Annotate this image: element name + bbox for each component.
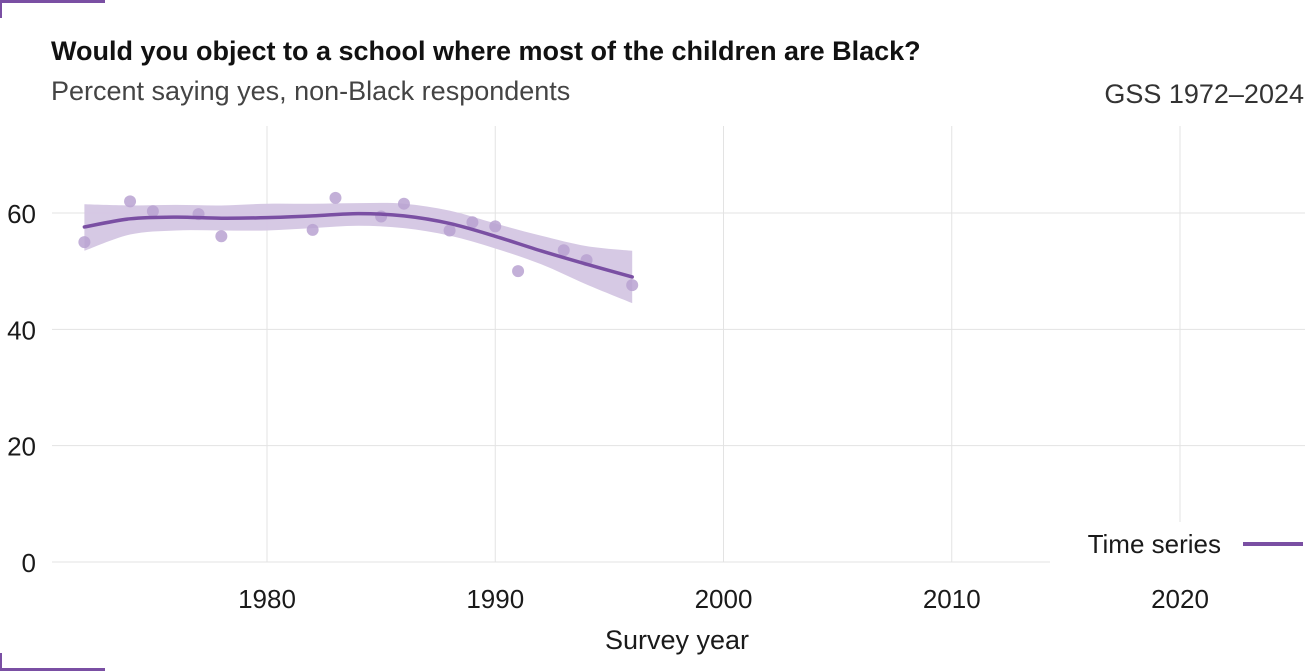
y-tick-label-20: 20 [7, 432, 36, 462]
data-point-1978 [215, 230, 228, 243]
x-tick-label-1980: 1980 [238, 584, 296, 614]
data-point-1990 [489, 220, 502, 233]
data-point-1989 [466, 216, 479, 229]
data-point-1986 [397, 197, 410, 210]
tick-labels: 1980 1990 2000 2010 2020 0 20 40 60 [7, 199, 1209, 614]
x-axis-title: Survey year [605, 625, 749, 655]
data-point-1982 [306, 223, 319, 236]
data-point-1974 [124, 195, 137, 208]
corner-mark-top [0, 0, 105, 18]
data-points [78, 191, 639, 292]
x-tick-label-1990: 1990 [466, 584, 524, 614]
data-point-1991 [512, 265, 525, 278]
y-tick-label-0: 0 [22, 548, 36, 578]
data-point-1972 [78, 236, 91, 249]
legend[interactable]: Time series [1088, 529, 1303, 559]
y-tick-label-40: 40 [7, 315, 36, 345]
gridlines [52, 126, 1305, 563]
x-tick-label-2020: 2020 [1151, 584, 1209, 614]
data-point-1996 [626, 279, 639, 292]
y-tick-label-60: 60 [7, 199, 36, 229]
data-point-1975 [146, 205, 159, 218]
data-point-1993 [557, 244, 570, 257]
data-point-1988 [443, 224, 456, 237]
corner-mark-bottom [0, 653, 105, 671]
legend-label: Time series [1088, 529, 1221, 559]
trend-lines [82, 211, 634, 279]
chart-caption: GSS 1972–2024 [1104, 79, 1304, 109]
series-line-0 [82, 211, 634, 279]
chart-subtitle: Percent saying yes, non-Black respondent… [51, 76, 571, 106]
x-tick-label-2010: 2010 [923, 584, 981, 614]
x-tick-label-2000: 2000 [695, 584, 753, 614]
data-point-1983 [329, 191, 342, 204]
chart-title: Would you object to a school where most … [51, 36, 921, 66]
